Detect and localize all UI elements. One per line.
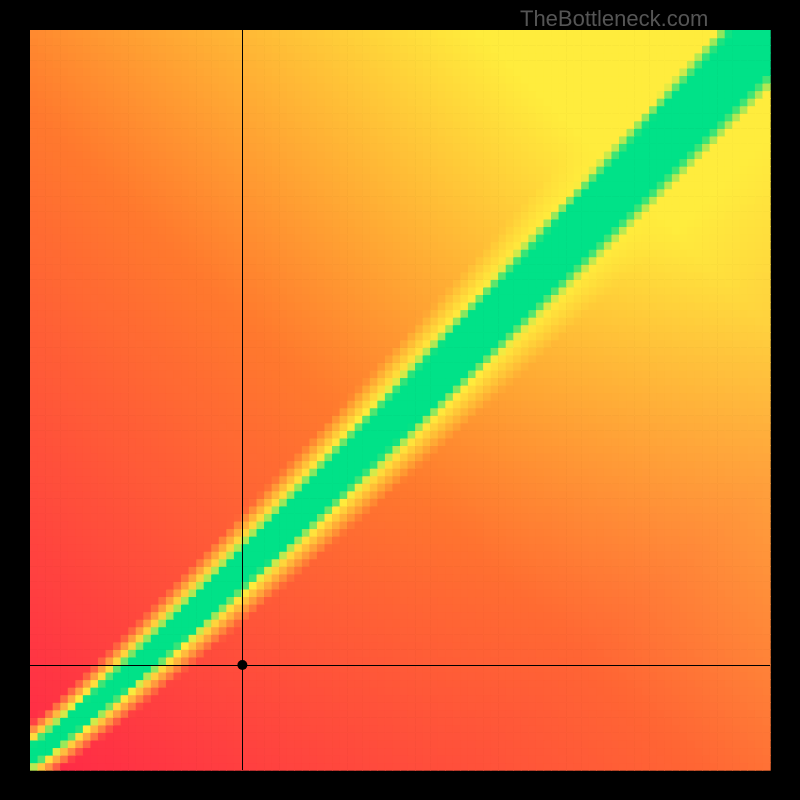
bottleneck-heatmap: [0, 0, 800, 800]
watermark-text: TheBottleneck.com: [520, 6, 708, 32]
chart-container: TheBottleneck.com: [0, 0, 800, 800]
